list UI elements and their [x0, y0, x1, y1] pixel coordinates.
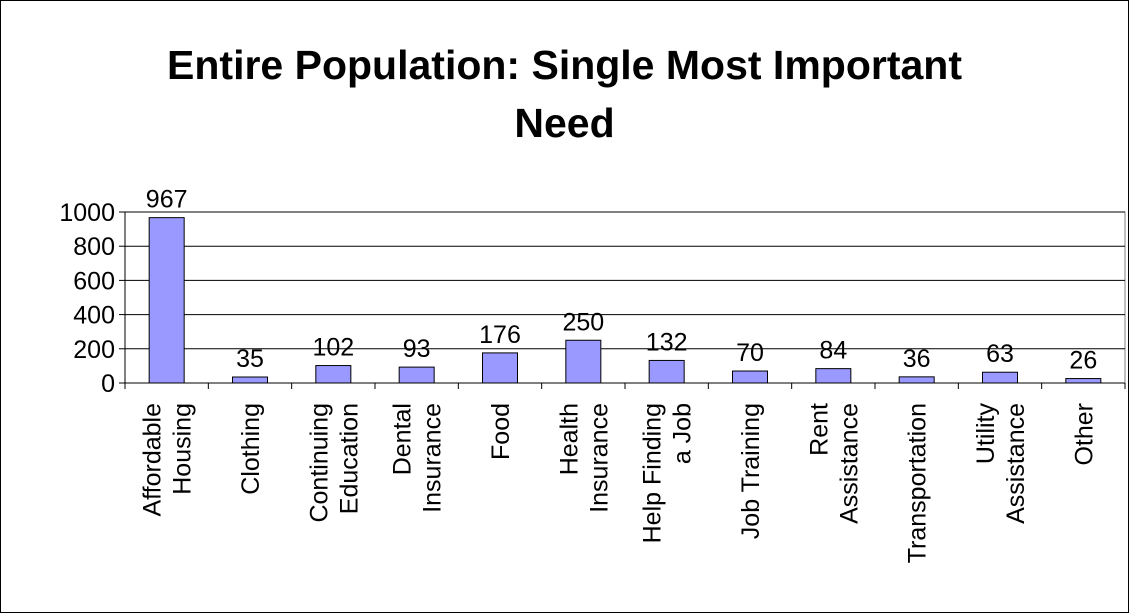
x-category-label: Continuing Education	[305, 403, 363, 523]
y-tick-label: 200	[73, 336, 115, 364]
x-category-label-line: Job Training	[737, 403, 765, 539]
x-category-label-line: Other	[1070, 403, 1098, 466]
x-category-label-line: Clothing	[237, 403, 265, 495]
x-category-label: Utility Assistance	[972, 403, 1030, 524]
x-category-label: Rent Assistance	[805, 403, 863, 524]
chart-title-line-2: Need	[514, 100, 615, 146]
x-category-label-line: Utility	[972, 403, 1000, 465]
x-category-label-line: Help Finding	[639, 403, 667, 543]
y-tick-label: 1000	[59, 199, 115, 227]
x-category-label: Dental Insurance	[389, 403, 447, 513]
data-label: 132	[646, 328, 688, 356]
bar	[232, 376, 268, 384]
data-label: 967	[146, 186, 188, 214]
data-label: 26	[1069, 347, 1097, 375]
data-label: 176	[479, 321, 521, 349]
data-label: 84	[819, 337, 847, 365]
data-label: 250	[562, 308, 604, 336]
x-category-label-line: a Job	[669, 403, 697, 464]
data-label: 63	[986, 340, 1014, 368]
data-label: 102	[312, 334, 354, 362]
bar	[1065, 378, 1102, 384]
x-category-label-line: Food	[487, 403, 515, 460]
y-tick-label: 600	[73, 267, 115, 295]
x-category-label: Other	[1070, 403, 1098, 466]
data-label: 36	[903, 345, 931, 373]
x-category-label: Job Training	[737, 403, 765, 539]
bar	[982, 371, 1018, 384]
y-tick-label: 400	[73, 302, 115, 330]
bar	[815, 368, 852, 384]
x-category-label-line: Assistance	[835, 403, 863, 524]
x-category-label: Clothing	[237, 403, 265, 495]
x-category-label: Help Finding a Job	[639, 403, 697, 543]
x-category-label: Food	[487, 403, 515, 460]
x-category-label-line: Assistance	[1002, 403, 1030, 524]
y-tick-label: 0	[101, 370, 115, 398]
bar	[898, 376, 935, 384]
bar	[732, 370, 768, 384]
bar	[648, 359, 685, 384]
x-category-label: Health Insurance	[555, 403, 613, 513]
plot-area	[124, 211, 1126, 384]
bar	[398, 366, 435, 384]
x-category-label-line: Rent	[805, 403, 833, 456]
x-category-label-line: Dental	[389, 403, 417, 475]
bar	[315, 365, 352, 384]
x-category-label-line: Insurance	[419, 403, 447, 513]
y-tick-label: 800	[73, 233, 115, 261]
data-label: 93	[403, 335, 431, 363]
data-label: 35	[236, 345, 264, 373]
data-label: 70	[736, 339, 764, 367]
x-category-label: Affordable Housing	[139, 403, 197, 517]
x-category-label-line: Insurance	[585, 403, 613, 513]
x-category-label-line: Affordable	[139, 403, 167, 517]
x-category-label-line: Housing	[169, 403, 197, 495]
bar	[565, 339, 602, 384]
bar	[482, 352, 518, 384]
x-category-label-line: Education	[335, 403, 363, 514]
bar	[148, 217, 185, 384]
x-category-label-line: Transportation	[904, 403, 932, 563]
x-category-label-line: Health	[555, 403, 583, 475]
x-category-label-line: Continuing	[305, 403, 333, 523]
chart-title-line-1: Entire Population: Single Most Important	[167, 42, 962, 88]
x-category-label: Transportation	[904, 403, 932, 563]
